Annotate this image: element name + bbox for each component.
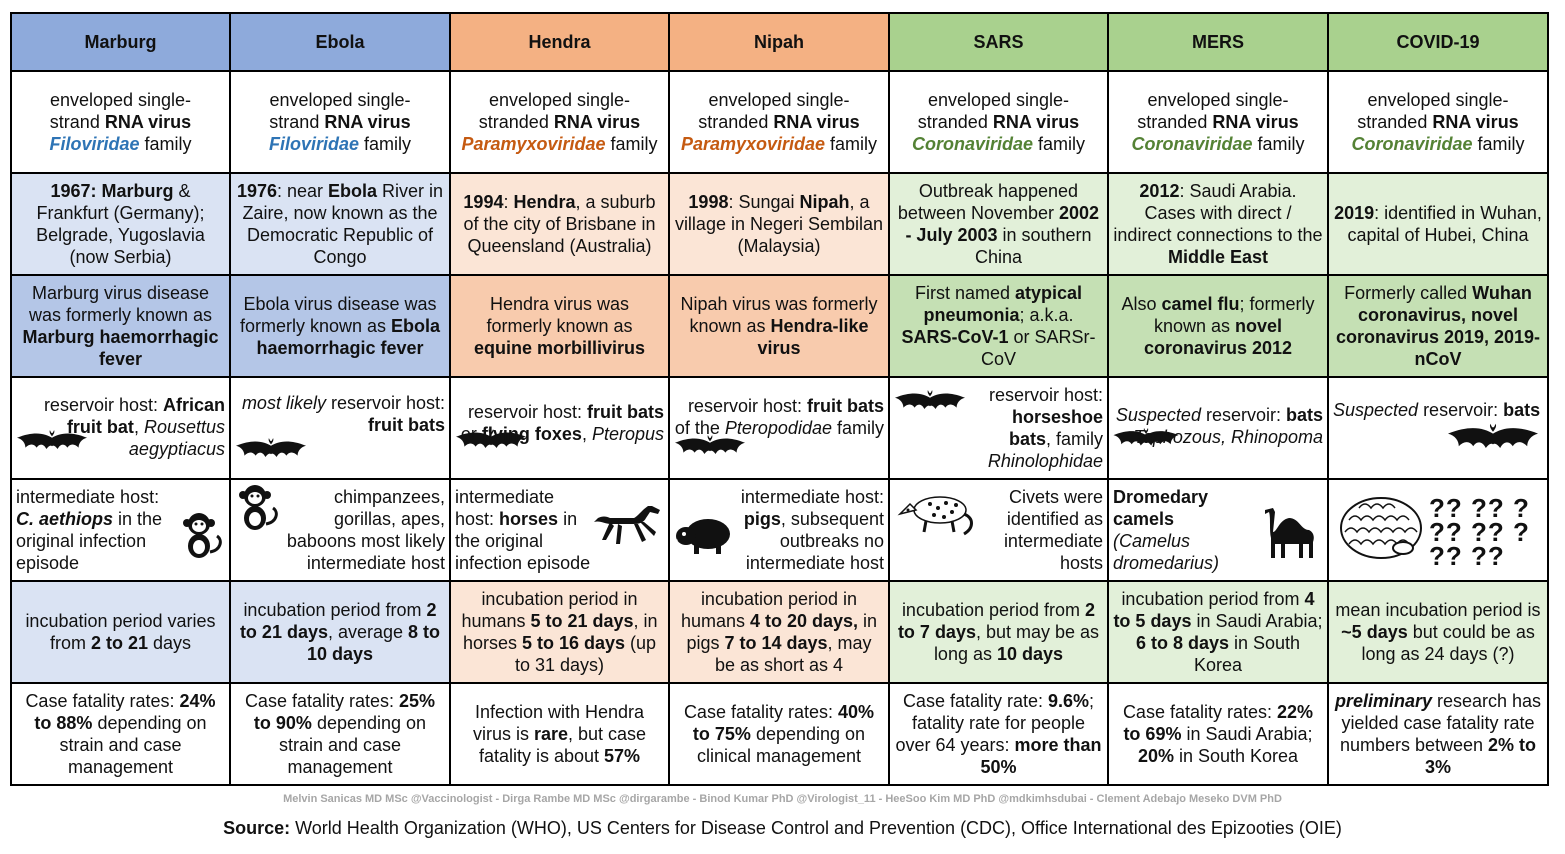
header-mers: MERS	[1107, 12, 1329, 72]
incubation-ebola: incubation period from 2 to 21 days, ave…	[229, 580, 451, 684]
origin-nipah: 1998: Sungai Nipah, a village in Negeri …	[668, 172, 890, 276]
monkey-icon	[239, 485, 278, 530]
former-name-nipah: Nipah virus was formerly known as Hendra…	[668, 274, 890, 378]
virus-type-covid: enveloped single-stranded RNA virus Coron…	[1327, 70, 1549, 174]
fatality-row: Case fatality rates: 24% to 88% dependin…	[10, 682, 1549, 786]
question-marks: ?? ?? ? ?? ?? ? ?? ??	[1429, 493, 1530, 571]
former-name-covid: Formerly called Wuhan coronavirus, novel…	[1327, 274, 1549, 378]
former-name-hendra: Hendra virus was formerly known as equin…	[449, 274, 670, 378]
intermediate-ebola: chimpanzees, gorillas, apes, baboons mos…	[229, 478, 451, 582]
reservoir-row: reservoir host: African fruit bat, Rouse…	[10, 376, 1549, 480]
header-ebola: Ebola	[229, 12, 451, 72]
header-row: Marburg Ebola Hendra Nipah SARS MERS COV…	[10, 12, 1549, 72]
bat-icon	[674, 433, 746, 461]
intermediate-row: intermediate host: C. aethiops in the or…	[10, 478, 1549, 582]
reservoir-covid: Suspected reservoir: bats	[1327, 376, 1549, 480]
incubation-covid: mean incubation period is ~5 days but co…	[1327, 580, 1549, 684]
incubation-marburg: incubation period varies from 2 to 21 da…	[10, 580, 231, 684]
fatality-ebola: Case fatality rates: 25% to 90% dependin…	[229, 682, 451, 786]
reservoir-nipah: reservoir host: fruit bats of the Pterop…	[668, 376, 890, 480]
origin-hendra: 1994: Hendra, a suburb of the city of Br…	[449, 172, 670, 276]
incubation-hendra: incubation period in humans 5 to 21 days…	[449, 580, 670, 684]
header-covid: COVID-19	[1327, 12, 1549, 72]
fatality-sars: Case fatality rate: 9.6%; fatality rate …	[888, 682, 1109, 786]
virus-type-mers: enveloped single-stranded RNA virus Coron…	[1107, 70, 1329, 174]
reservoir-ebola: most likely reservoir host: fruit bats	[229, 376, 451, 480]
origin-covid: 2019: identified in Wuhan, capital of Hu…	[1327, 172, 1549, 276]
camel-icon	[1265, 508, 1314, 558]
origin-mers: 2012: Saudi Arabia. Cases with direct / …	[1107, 172, 1329, 276]
author-credits: Melvin Sanicas MD MSc @Vaccinologist - D…	[283, 793, 1282, 805]
header-sars: SARS	[888, 12, 1109, 72]
virus-type-marburg: enveloped single-strand RNA virus Filovir…	[10, 70, 231, 174]
incubation-sars: incubation period from 2 to 7 days, but …	[888, 580, 1109, 684]
bat-icon	[894, 388, 966, 416]
source-line: Source: World Health Organization (WHO),…	[223, 818, 1342, 838]
civet-icon	[897, 496, 973, 536]
header-marburg: Marburg	[10, 12, 231, 72]
reservoir-hendra: reservoir host: fruit bats or flying fox…	[449, 376, 670, 480]
virus-type-row: enveloped single-strand RNA virus Filovir…	[10, 70, 1549, 174]
intermediate-covid: ?? ?? ? ?? ?? ? ?? ??	[1327, 478, 1549, 582]
fatality-hendra: Infection with Hendra virus is rare, but…	[449, 682, 670, 786]
bat-icon	[16, 428, 88, 456]
intermediate-marburg: intermediate host: C. aethiops in the or…	[10, 478, 231, 582]
header-nipah: Nipah	[668, 12, 890, 72]
bat-icon	[1443, 421, 1543, 457]
pangolin-icon	[1340, 497, 1422, 559]
reservoir-mers: Suspected reservoir: bats Taphozous, Rhi…	[1107, 376, 1329, 480]
former-name-marburg: Marburg virus disease was formerly known…	[10, 274, 231, 378]
origin-sars: Outbreak happened between November 2002 …	[888, 172, 1109, 276]
boar-icon	[674, 519, 730, 554]
fatality-covid: preliminary research has yielded case fa…	[1327, 682, 1549, 786]
former-name-sars: First named atypical pneumonia; a.k.a. S…	[888, 274, 1109, 378]
former-name-mers: Also camel flu; formerly known as novel …	[1107, 274, 1329, 378]
horse-icon	[594, 506, 660, 544]
incubation-nipah: incubation period in humans 4 to 20 days…	[668, 580, 890, 684]
incubation-mers: incubation period from 4 to 5 days in Sa…	[1107, 580, 1329, 684]
virus-comparison-table: Marburg Ebola Hendra Nipah SARS MERS COV…	[10, 12, 1549, 786]
origin-marburg: 1967: Marburg & Frankfurt (Germany); Bel…	[10, 172, 231, 276]
monkey-icon	[183, 513, 222, 558]
origin-row: 1967: Marburg & Frankfurt (Germany); Bel…	[10, 172, 1549, 276]
virus-type-nipah: enveloped single-stranded RNA virus Param…	[668, 70, 890, 174]
bat-icon	[235, 436, 307, 464]
intermediate-hendra: intermediate host: horses in the origina…	[449, 478, 670, 582]
fatality-mers: Case fatality rates: 22% to 69% in Saudi…	[1107, 682, 1329, 786]
header-hendra: Hendra	[449, 12, 670, 72]
former-names-row: Marburg virus disease was formerly known…	[10, 274, 1549, 378]
virus-type-sars: enveloped single-stranded RNA virus Coron…	[888, 70, 1109, 174]
reservoir-sars: reservoir host: horseshoe bats, family R…	[888, 376, 1109, 480]
intermediate-mers: Dromedary camels (Camelus dromedarius)	[1107, 478, 1329, 582]
incubation-row: incubation period varies from 2 to 21 da…	[10, 580, 1549, 684]
intermediate-nipah: intermediate host: pigs, subsequent outb…	[668, 478, 890, 582]
origin-ebola: 1976: near Ebola River in Zaire, now kno…	[229, 172, 451, 276]
intermediate-sars: Civets were identified as intermediate h…	[888, 478, 1109, 582]
former-name-ebola: Ebola virus disease was formerly known a…	[229, 274, 451, 378]
virus-type-ebola: enveloped single-strand RNA virus Filovir…	[229, 70, 451, 174]
reservoir-marburg: reservoir host: African fruit bat, Rouse…	[10, 376, 231, 480]
fatality-nipah: Case fatality rates: 40% to 75% dependin…	[668, 682, 890, 786]
virus-type-hendra: enveloped single-stranded RNA virus Param…	[449, 70, 670, 174]
fatality-marburg: Case fatality rates: 24% to 88% dependin…	[10, 682, 231, 786]
